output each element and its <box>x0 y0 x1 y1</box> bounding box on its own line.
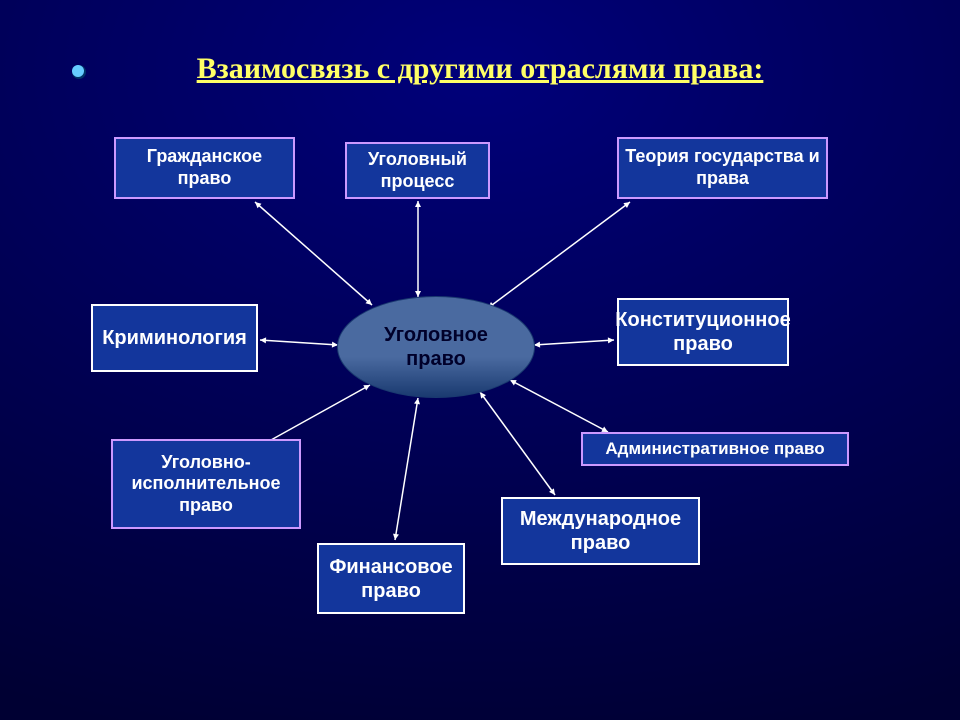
node-crimproc-label: Уголовный процесс <box>353 149 482 192</box>
title-bullet <box>72 65 84 77</box>
node-theory: Теория государства и права <box>617 137 828 199</box>
node-civil: Гражданское право <box>114 137 295 199</box>
node-const-label: Конституционное право <box>615 308 790 356</box>
node-admin-label: Административное право <box>605 439 824 459</box>
node-crimin-label: Криминология <box>102 326 247 350</box>
node-fin-label: Финансовое право <box>325 555 457 603</box>
node-intl: Международное право <box>501 497 700 565</box>
node-crimin: Криминология <box>91 304 258 372</box>
node-exec-label: Уголовно-исполнительное право <box>119 452 293 517</box>
node-fin: Финансовое право <box>317 543 465 614</box>
node-exec: Уголовно-исполнительное право <box>111 439 301 529</box>
node-civil-label: Гражданское право <box>122 146 287 189</box>
slide-title: Взаимосвязь с другими отраслями права: <box>155 52 805 86</box>
center-node-label: Уголовное право <box>362 323 510 371</box>
center-node: Уголовное право <box>337 296 535 398</box>
node-intl-label: Международное право <box>509 507 692 555</box>
node-const: Конституционное право <box>617 298 789 366</box>
node-crimproc: Уголовный процесс <box>345 142 490 199</box>
node-admin: Административное право <box>581 432 849 466</box>
node-theory-label: Теория государства и права <box>625 146 820 189</box>
